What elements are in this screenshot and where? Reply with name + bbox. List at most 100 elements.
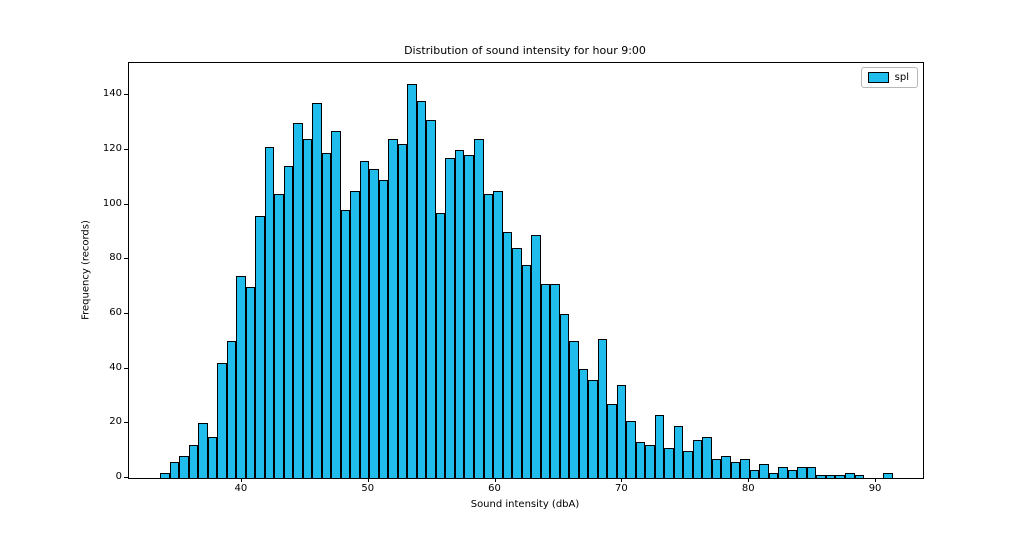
histogram-bar <box>654 415 665 478</box>
x-axis-label: Sound intensity (dbA) <box>470 499 580 510</box>
x-tick-mark <box>875 478 877 482</box>
histogram-bar <box>759 464 769 478</box>
histogram-bar <box>340 210 351 478</box>
histogram-bar <box>416 100 427 478</box>
histogram-bar <box>578 368 589 478</box>
histogram-bar <box>797 467 807 478</box>
histogram-bar <box>702 437 712 478</box>
histogram-bar <box>302 139 313 478</box>
chart-title: Distribution of sound intensity for hour… <box>404 44 646 57</box>
histogram-bar <box>179 456 189 478</box>
histogram-bar <box>502 231 513 478</box>
histogram-bar <box>435 212 446 478</box>
histogram-bar <box>692 439 703 478</box>
x-tick-label: 70 <box>615 483 628 494</box>
histogram-bar <box>683 450 693 478</box>
y-tick-label: 120 <box>102 142 122 154</box>
histogram-bar <box>483 193 493 478</box>
plot-area: spl <box>128 62 924 479</box>
histogram-bar <box>198 423 208 478</box>
histogram-bar <box>369 169 379 478</box>
y-axis-label: Frequency (records) <box>80 220 92 320</box>
histogram-bar <box>711 458 722 478</box>
histogram-bar <box>768 472 779 478</box>
x-tick-mark <box>240 478 242 482</box>
histogram-bar <box>616 385 627 478</box>
x-tick-label: 40 <box>234 483 248 494</box>
histogram-bar <box>426 119 436 478</box>
y-tick-label: 80 <box>109 252 122 264</box>
histogram-bar <box>388 139 398 478</box>
histogram-bar <box>569 341 579 478</box>
x-tick-label: 90 <box>868 483 882 494</box>
x-tick-label: 50 <box>361 483 375 494</box>
histogram-bar <box>588 379 598 478</box>
histogram-bar <box>883 472 893 478</box>
histogram-bar <box>350 190 360 478</box>
x-tick-mark <box>748 478 750 482</box>
histogram-bar <box>740 458 750 478</box>
y-tick-label: 20 <box>109 416 122 428</box>
x-tick-mark <box>367 478 369 482</box>
histogram-bar <box>825 475 836 478</box>
histogram-bar <box>378 180 389 478</box>
y-tick-label: 40 <box>109 361 122 373</box>
histogram-bar <box>407 84 417 478</box>
histogram-bar <box>730 461 741 478</box>
histogram-bar <box>806 467 817 478</box>
y-tick-mark <box>124 477 128 478</box>
histogram-bar <box>464 155 474 478</box>
y-tick-mark <box>124 312 128 314</box>
histogram-bar <box>607 404 617 478</box>
histogram-bar <box>512 248 522 478</box>
histogram-bar <box>597 338 608 478</box>
y-tick-mark <box>124 94 128 96</box>
legend-label: spl <box>894 72 909 83</box>
x-tick-mark <box>494 478 496 482</box>
histogram-bar <box>493 190 503 478</box>
legend-swatch-icon <box>867 72 889 83</box>
histogram-bar <box>217 363 227 478</box>
histogram-bar <box>293 122 303 478</box>
histogram-bar <box>188 445 199 478</box>
y-tick-mark <box>124 367 128 369</box>
histogram-bar <box>521 264 532 478</box>
histogram-bar <box>540 283 551 478</box>
histogram-bar <box>226 341 237 478</box>
histogram-bar <box>454 149 465 478</box>
histogram-bar <box>787 469 798 478</box>
histogram-bar <box>749 469 760 478</box>
histogram-bar <box>635 442 646 478</box>
histogram-bar <box>169 461 180 478</box>
y-tick-label: 60 <box>109 306 122 318</box>
histogram-bar <box>283 166 294 478</box>
histogram-bar <box>854 475 864 478</box>
histogram-bar <box>721 456 731 478</box>
x-tick-mark <box>621 478 623 482</box>
histogram-bar <box>445 158 455 478</box>
histogram-bar <box>645 445 655 478</box>
histogram-bar <box>245 286 256 478</box>
histogram-bar <box>673 426 684 478</box>
y-tick-mark <box>124 258 128 260</box>
histogram-bar <box>626 420 636 478</box>
histogram-bar <box>778 467 788 478</box>
histogram-bar <box>255 215 265 478</box>
x-tick-label: 60 <box>488 483 501 494</box>
histogram-bar <box>359 160 370 478</box>
histogram-bar <box>331 130 341 478</box>
histogram-bar <box>207 437 218 478</box>
histogram-bar <box>845 472 855 478</box>
histogram-bar <box>835 475 845 478</box>
histogram-bar <box>664 447 674 478</box>
histogram-bar <box>550 283 560 478</box>
histogram-bar <box>312 103 322 478</box>
histogram-bar <box>274 193 284 478</box>
histogram-bar <box>264 147 275 478</box>
histogram-bar <box>321 152 332 478</box>
y-tick-mark <box>124 148 128 150</box>
histogram-bar <box>559 313 570 478</box>
x-tick-label: 80 <box>741 483 755 494</box>
histogram-bar <box>474 139 484 478</box>
